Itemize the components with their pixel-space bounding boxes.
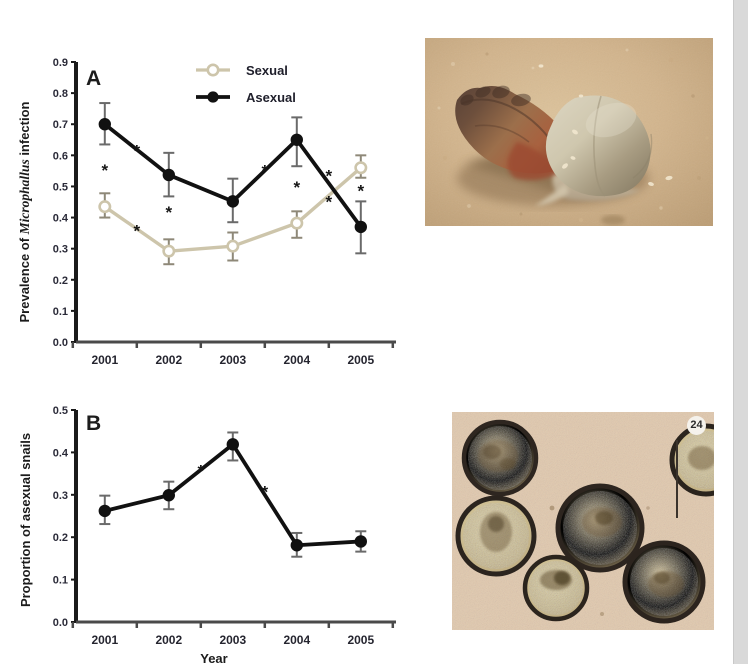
svg-text:Proportion of asexual snails: Proportion of asexual snails <box>18 433 33 607</box>
y-tick-label: 0.3 <box>53 490 68 502</box>
y-tick-label: 0.3 <box>53 244 68 256</box>
panel-a-significance-asterisks: * * * * * * * * * <box>101 142 364 241</box>
microscopy-frame: 24 <box>452 412 714 630</box>
data-point <box>290 539 303 552</box>
data-point <box>226 195 239 208</box>
microscopy-svg <box>452 412 714 630</box>
figure-page: 0.0 0.1 0.2 0.3 0.4 0.5 0.6 0.7 0.8 0.9 2001 2002 2… <box>0 22 714 664</box>
significance-asterisk: * <box>261 161 268 180</box>
page-right-gutter <box>733 0 748 664</box>
significance-asterisk: * <box>101 161 108 180</box>
series-sexual <box>98 154 368 266</box>
x-tick-label: 2003 <box>219 353 246 367</box>
data-point <box>354 161 368 175</box>
significance-asterisk: * <box>261 482 268 501</box>
legend-label: Asexual <box>246 90 296 105</box>
panel-a-y-tick-labels: 0.0 0.1 0.2 0.3 0.4 0.5 0.6 0.7 0.8 0.9 <box>53 57 69 349</box>
legend-item-sexual: Sexual <box>196 63 288 78</box>
x-tick-label: 2002 <box>155 353 182 367</box>
x-tick-label: 2001 <box>91 353 118 367</box>
x-tick-label: 2003 <box>219 633 246 647</box>
legend-item-asexual: Asexual <box>196 90 296 105</box>
panel-b-x-tick-labels: 2001 2002 2003 2004 2005 <box>91 633 374 647</box>
panel-b-line-chart: 0.0 0.1 0.2 0.3 0.4 0.5 2001 2002 2003 2004 2005 … <box>0 372 420 664</box>
microscopy-image: 24 <box>452 412 714 630</box>
significance-asterisk: * <box>325 167 332 186</box>
legend-label: Sexual <box>246 63 288 78</box>
panel-a-letter: A <box>86 67 101 90</box>
panel-b-x-ticks <box>71 622 395 628</box>
significance-asterisk: * <box>197 462 204 481</box>
x-tick-label: 2004 <box>283 633 310 647</box>
y-tick-label: 0.7 <box>53 119 68 131</box>
snail-photo-frame <box>425 38 713 226</box>
panel-a-x-tick-labels: 2001 2002 2003 2004 2005 <box>91 353 374 367</box>
scale-bar <box>676 440 678 518</box>
significance-asterisk: * <box>293 178 300 197</box>
panel-a-svg: 0.00.10.20.30.40.50.60.70.80.9 2001 2002 2… <box>17 57 396 367</box>
panel-b-axes <box>71 409 396 624</box>
panel-a-data-series <box>98 102 368 266</box>
data-point <box>162 244 176 258</box>
snail-photo-svg <box>425 38 713 226</box>
data-point <box>354 220 367 234</box>
x-tick-label: 2004 <box>283 353 310 367</box>
x-tick-label: 2001 <box>91 633 118 647</box>
x-tick-label: 2002 <box>155 633 182 647</box>
y-tick-label: 0.0 <box>53 337 68 349</box>
data-point <box>162 489 175 502</box>
y-tick-label: 0.6 <box>53 150 68 162</box>
data-point <box>290 216 304 230</box>
significance-asterisk: * <box>325 192 332 211</box>
svg-text:Prevalence of Microphallus inf: Prevalence of Microphallus infection <box>17 101 32 322</box>
significance-asterisk: * <box>165 203 172 222</box>
panel-a-legend: Sexual Asexual <box>196 63 296 105</box>
y-tick-label: 0.4 <box>53 447 69 459</box>
micrograph-number-badge: 24 <box>687 416 706 435</box>
data-point <box>226 239 240 253</box>
panel-b-significance-asterisks: ** <box>197 462 268 502</box>
y-tick-label: 0.0 <box>53 617 68 629</box>
x-tick-label: 2005 <box>347 353 374 367</box>
x-tick-label: 2005 <box>347 633 374 647</box>
y-tick-label: 0.1 <box>53 575 68 587</box>
panel-a-line-chart: 0.0 0.1 0.2 0.3 0.4 0.5 0.6 0.7 0.8 0.9 2001 2002 2… <box>0 22 420 367</box>
legend-marker-filled-circle <box>207 91 219 103</box>
data-point <box>98 118 112 131</box>
legend-marker-open-circle <box>206 63 220 77</box>
panel-b-y-tick-labels: 0.0 0.1 0.2 0.3 0.4 0.5 <box>53 405 69 629</box>
significance-asterisk: * <box>133 222 140 241</box>
series-asexual <box>98 102 367 255</box>
significance-asterisk: * <box>133 142 140 161</box>
panel-b-letter: B <box>86 412 101 435</box>
series-proportion-asexual <box>98 431 367 558</box>
y-tick-label: 0.2 <box>53 275 68 287</box>
significance-asterisk: * <box>357 181 364 200</box>
y-tick-label: 0.5 <box>53 405 68 417</box>
y-tick-label: 0.4 <box>53 213 69 225</box>
panel-b-svg: 0.00.10.20.30.40.5 2001 2002 2003 2004 2005 … <box>18 405 396 664</box>
data-point <box>162 168 175 182</box>
panel-b-y-axis-title: Proportion of asexual snails <box>18 433 33 607</box>
data-point <box>290 133 303 146</box>
panel-b-data-series <box>98 431 367 558</box>
y-tick-label: 0.9 <box>53 57 68 69</box>
data-point <box>98 504 112 518</box>
y-tick-label: 0.2 <box>53 532 68 544</box>
y-tick-label: 0.1 <box>53 306 68 318</box>
y-tick-label: 0.5 <box>53 181 68 193</box>
data-point <box>354 535 367 548</box>
snail-photograph <box>425 38 713 226</box>
panel-a-axes <box>71 61 396 344</box>
y-tick-label: 0.8 <box>53 88 68 100</box>
data-point <box>98 200 112 214</box>
panel-b-x-axis-title: Year <box>200 651 227 664</box>
panel-a-y-axis-title: Prevalence of Microphallus infection <box>17 101 32 322</box>
panel-a-x-ticks <box>71 342 395 348</box>
data-point <box>226 438 239 451</box>
